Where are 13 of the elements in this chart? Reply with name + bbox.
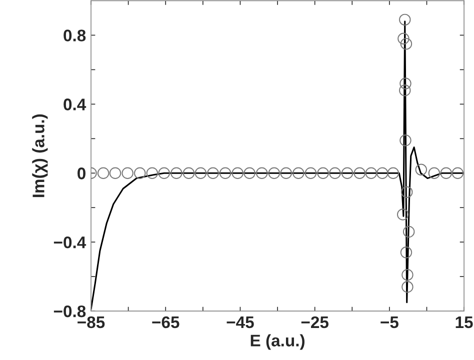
x-tick-label: −45 — [226, 316, 254, 328]
x-tick-label: −65 — [152, 316, 180, 328]
y-axis-title: Im(χ) (a.u.) — [32, 114, 48, 198]
y-tick-label: 0.8 — [64, 30, 86, 42]
x-axis-title: E (a.u.) — [250, 334, 304, 350]
y-tick-label: 0 — [78, 168, 86, 180]
y-tick-label: −0.8 — [54, 305, 86, 318]
x-tick-label: 15 — [456, 316, 473, 328]
y-tick-label: −0.4 — [54, 236, 86, 248]
x-tick-label: −5 — [380, 316, 398, 328]
x-tick-label: −25 — [301, 316, 328, 328]
x-tick-label: −85 — [78, 316, 105, 328]
y-tick-label: 0.4 — [64, 98, 86, 110]
